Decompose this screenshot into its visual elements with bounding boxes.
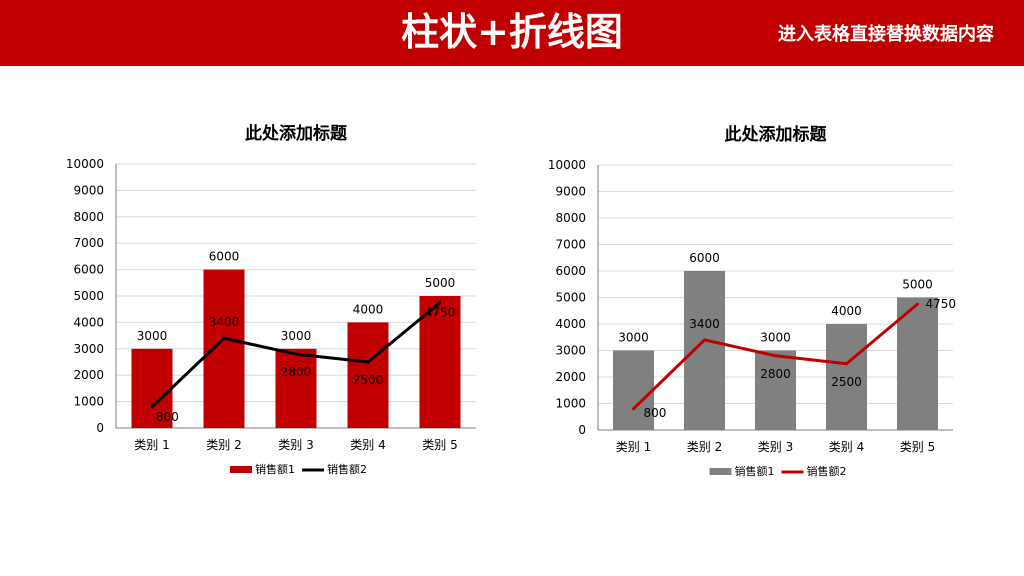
bar-data-label: 3000	[618, 331, 649, 345]
x-tick-label: 类别 1	[616, 440, 651, 454]
y-tick-label: 10000	[548, 158, 586, 172]
line-point	[703, 338, 706, 342]
chart-title: 此处添加标题	[245, 123, 348, 144]
bar-data-label: 3000	[137, 329, 168, 343]
y-tick-label: 2000	[555, 370, 586, 384]
bar	[131, 348, 173, 428]
x-tick-label: 类别 2	[687, 440, 722, 454]
y-tick-label: 6000	[73, 263, 104, 277]
line-data-label: 4750	[926, 297, 957, 311]
legend-swatch-bar	[230, 466, 252, 473]
left-combo-chart: 此处添加标题 0 1000 2000 3000 4000 5000 6000 7000 8000 9…	[66, 123, 476, 476]
x-tick-label: 类别 3	[278, 438, 313, 452]
legend-label: 销售额1	[735, 464, 775, 478]
line-data-label: 800	[156, 410, 179, 424]
page-title: 柱状+折线图	[401, 10, 623, 54]
y-tick-label: 6000	[555, 264, 586, 278]
bar	[684, 271, 725, 430]
y-tick-label: 9000	[73, 183, 104, 197]
bar-data-label: 3000	[760, 331, 791, 345]
y-tick-label: 4000	[555, 317, 586, 331]
line-point	[916, 302, 919, 306]
bar	[755, 350, 796, 430]
legend-label: 销售额2	[807, 464, 847, 478]
line-data-label: 4750	[425, 306, 456, 320]
page-subtitle: 进入表格直接替换数据内容	[778, 24, 994, 45]
y-tick-label: 1000	[73, 395, 104, 409]
bar	[826, 324, 867, 430]
line-data-label: 2500	[353, 373, 384, 387]
line-point	[774, 354, 777, 358]
x-tick-label: 类别 5	[900, 440, 935, 454]
y-tick-label: 7000	[73, 236, 104, 250]
y-tick-label: 1000	[555, 397, 586, 411]
line-data-label: 3400	[209, 315, 240, 329]
chart-title: 此处添加标题	[725, 124, 828, 145]
x-tick-label: 类别 4	[829, 440, 864, 454]
legend-label: 销售额2	[327, 462, 367, 476]
y-tick-label: 5000	[73, 289, 104, 303]
bar-data-label: 6000	[689, 251, 720, 265]
line-point	[150, 405, 154, 409]
line-point	[222, 336, 226, 340]
line-point	[438, 301, 442, 305]
x-tick-label: 类别 3	[758, 440, 793, 454]
line-point	[845, 362, 848, 366]
y-tick-label: 9000	[555, 185, 586, 199]
y-tick-label: 5000	[555, 291, 586, 305]
bar	[419, 296, 461, 428]
bar-data-label: 4000	[353, 302, 384, 316]
y-tick-label: 7000	[555, 238, 586, 252]
line-data-label: 2800	[281, 365, 312, 379]
bar-data-label: 4000	[831, 304, 862, 318]
y-tick-label: 3000	[555, 344, 586, 358]
y-tick-label: 8000	[73, 210, 104, 224]
line-data-label: 2800	[760, 367, 791, 381]
bar	[897, 297, 938, 430]
right-combo-chart: 此处添加标题 0 1000 2000 3000 4000 5000 6000 7000 8000 9…	[548, 124, 956, 478]
y-tick-label: 3000	[73, 342, 104, 356]
y-tick-label: 4000	[73, 315, 104, 329]
y-tick-label: 0	[96, 421, 104, 435]
line-data-label: 2500	[831, 375, 862, 389]
x-tick-label: 类别 2	[206, 438, 241, 452]
bar	[613, 350, 654, 430]
line-point	[294, 352, 298, 356]
bar-data-label: 3000	[281, 329, 312, 343]
legend-label: 销售额1	[255, 462, 295, 476]
bar-data-label: 5000	[902, 278, 933, 292]
bar-data-label: 5000	[425, 276, 456, 290]
header-banner: 柱状+折线图 进入表格直接替换数据内容	[0, 0, 1024, 66]
y-tick-label: 8000	[555, 211, 586, 225]
line-data-label: 3400	[689, 317, 720, 331]
y-tick-label: 0	[578, 423, 586, 437]
bar	[203, 269, 245, 428]
y-tick-label: 10000	[66, 157, 104, 171]
x-tick-label: 类别 5	[422, 438, 457, 452]
bar	[347, 322, 389, 428]
x-tick-label: 类别 1	[134, 438, 169, 452]
y-tick-label: 2000	[73, 368, 104, 382]
line-data-label: 800	[644, 406, 667, 420]
x-tick-label: 类别 4	[350, 438, 385, 452]
bar	[275, 348, 317, 428]
line-point	[632, 407, 635, 411]
legend-swatch-bar	[709, 468, 732, 475]
bar-data-label: 6000	[209, 250, 240, 264]
line-point	[366, 360, 370, 364]
